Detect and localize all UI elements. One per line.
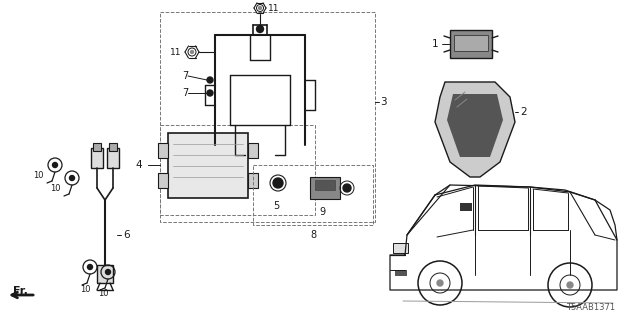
Circle shape — [567, 282, 573, 288]
Circle shape — [207, 90, 213, 96]
Circle shape — [106, 269, 111, 275]
Text: 10: 10 — [98, 290, 108, 299]
Text: 1: 1 — [432, 39, 438, 49]
Bar — [109, 143, 117, 151]
Bar — [393, 243, 408, 253]
Text: 6: 6 — [123, 230, 130, 240]
Bar — [253, 165, 373, 225]
Text: 7: 7 — [182, 71, 188, 81]
Bar — [460, 203, 472, 211]
Bar — [160, 12, 375, 222]
Bar — [168, 133, 248, 198]
Text: 7: 7 — [182, 88, 188, 98]
Bar — [315, 180, 335, 190]
Bar — [97, 265, 113, 283]
Text: 5: 5 — [273, 201, 279, 211]
Text: 11: 11 — [268, 4, 280, 12]
Bar — [310, 177, 340, 199]
Text: 8: 8 — [310, 230, 316, 240]
Text: 11: 11 — [170, 47, 182, 57]
Bar — [248, 143, 258, 158]
Bar — [158, 173, 168, 188]
Circle shape — [191, 51, 193, 53]
Bar — [248, 173, 258, 188]
Text: 10: 10 — [50, 183, 61, 193]
Circle shape — [70, 175, 74, 180]
Bar — [93, 143, 101, 151]
Text: 3: 3 — [380, 97, 387, 107]
Bar — [450, 30, 492, 58]
Circle shape — [437, 280, 443, 286]
Text: 10: 10 — [33, 171, 44, 180]
Text: T5AAB1371: T5AAB1371 — [566, 303, 615, 312]
Text: 9: 9 — [319, 207, 325, 217]
Circle shape — [343, 184, 351, 192]
Text: Fr.: Fr. — [13, 286, 28, 296]
Polygon shape — [435, 82, 515, 177]
Text: 4: 4 — [136, 160, 142, 170]
Circle shape — [52, 163, 58, 167]
Text: 10: 10 — [80, 284, 90, 293]
Polygon shape — [447, 94, 503, 157]
Circle shape — [88, 265, 93, 269]
Bar — [160, 125, 315, 215]
Bar — [395, 270, 407, 276]
Bar — [454, 35, 488, 51]
Bar — [107, 148, 119, 168]
Bar — [158, 143, 168, 158]
Circle shape — [259, 6, 262, 10]
Bar — [91, 148, 103, 168]
Text: 2: 2 — [520, 107, 527, 117]
Circle shape — [273, 178, 283, 188]
Circle shape — [207, 77, 213, 83]
Circle shape — [257, 26, 264, 33]
